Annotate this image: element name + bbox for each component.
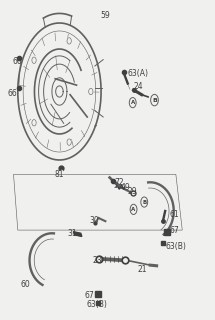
Text: B: B: [152, 98, 157, 103]
Text: 24: 24: [133, 82, 143, 91]
Text: 23: 23: [92, 256, 102, 265]
Text: 61: 61: [169, 210, 179, 219]
Text: 66: 66: [12, 57, 22, 66]
Text: 60: 60: [21, 280, 31, 289]
Text: B: B: [142, 200, 146, 204]
Text: 30: 30: [89, 216, 99, 225]
Circle shape: [32, 57, 36, 63]
Text: 72: 72: [114, 178, 124, 187]
Circle shape: [67, 139, 71, 145]
Text: A: A: [131, 100, 135, 105]
Text: 21: 21: [137, 265, 147, 275]
Text: 66: 66: [7, 89, 17, 98]
Text: 29: 29: [128, 188, 137, 196]
Text: 67: 67: [84, 291, 94, 300]
Text: 63(B): 63(B): [165, 242, 186, 251]
Text: 59: 59: [100, 11, 110, 20]
Circle shape: [89, 88, 93, 95]
Circle shape: [67, 38, 71, 44]
Circle shape: [32, 120, 36, 126]
Text: A: A: [131, 207, 136, 212]
Text: 31: 31: [67, 229, 77, 238]
Polygon shape: [73, 232, 82, 236]
Text: 67: 67: [169, 226, 179, 235]
Text: 81: 81: [54, 170, 64, 179]
Text: 49: 49: [120, 183, 130, 192]
Text: 63(A): 63(A): [128, 69, 149, 78]
Text: 63(B): 63(B): [86, 300, 107, 309]
